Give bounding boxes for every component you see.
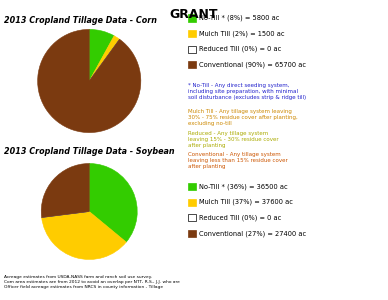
Wedge shape: [89, 36, 120, 81]
Wedge shape: [41, 164, 89, 217]
Wedge shape: [42, 212, 126, 260]
Text: Acreage estimates from USDA-NASS farm and ranch soil use survey.
Corn area estim: Acreage estimates from USDA-NASS farm an…: [4, 275, 180, 289]
Wedge shape: [89, 29, 114, 81]
Text: Mulch Till - Any tillage system leaving
30% - 75% residue cover after planting,
: Mulch Till - Any tillage system leaving …: [188, 109, 298, 126]
Text: GRANT: GRANT: [170, 8, 218, 20]
Text: Conventional (90%) = 65700 ac: Conventional (90%) = 65700 ac: [199, 61, 306, 68]
Text: Conventional - Any tillage system
leaving less than 15% residue cover
after plan: Conventional - Any tillage system leavin…: [188, 152, 288, 170]
Text: Conventional (27%) = 27400 ac: Conventional (27%) = 27400 ac: [199, 230, 306, 237]
Wedge shape: [89, 39, 120, 81]
Wedge shape: [38, 29, 141, 133]
Text: No-Till * (8%) = 5800 ac: No-Till * (8%) = 5800 ac: [199, 15, 279, 21]
Text: Reduced - Any tillage system
leaving 15% - 30% residue cover
after planting: Reduced - Any tillage system leaving 15%…: [188, 130, 279, 148]
Text: 2013 Cropland Tillage Data - Soybean: 2013 Cropland Tillage Data - Soybean: [4, 147, 175, 156]
Text: * No-Till - Any direct seeding system,
including site preparation, with minimal
: * No-Till - Any direct seeding system, i…: [188, 82, 306, 100]
Text: Reduced Till (0%) = 0 ac: Reduced Till (0%) = 0 ac: [199, 46, 281, 52]
Text: Mulch Till (37%) = 37600 ac: Mulch Till (37%) = 37600 ac: [199, 199, 293, 206]
Text: Mulch Till (2%) = 1500 ac: Mulch Till (2%) = 1500 ac: [199, 30, 284, 37]
Text: No-Till * (36%) = 36500 ac: No-Till * (36%) = 36500 ac: [199, 183, 288, 190]
Text: Reduced Till (0%) = 0 ac: Reduced Till (0%) = 0 ac: [199, 214, 281, 221]
Text: 2013 Cropland Tillage Data - Corn: 2013 Cropland Tillage Data - Corn: [4, 16, 157, 25]
Wedge shape: [42, 212, 89, 218]
Wedge shape: [89, 164, 137, 242]
